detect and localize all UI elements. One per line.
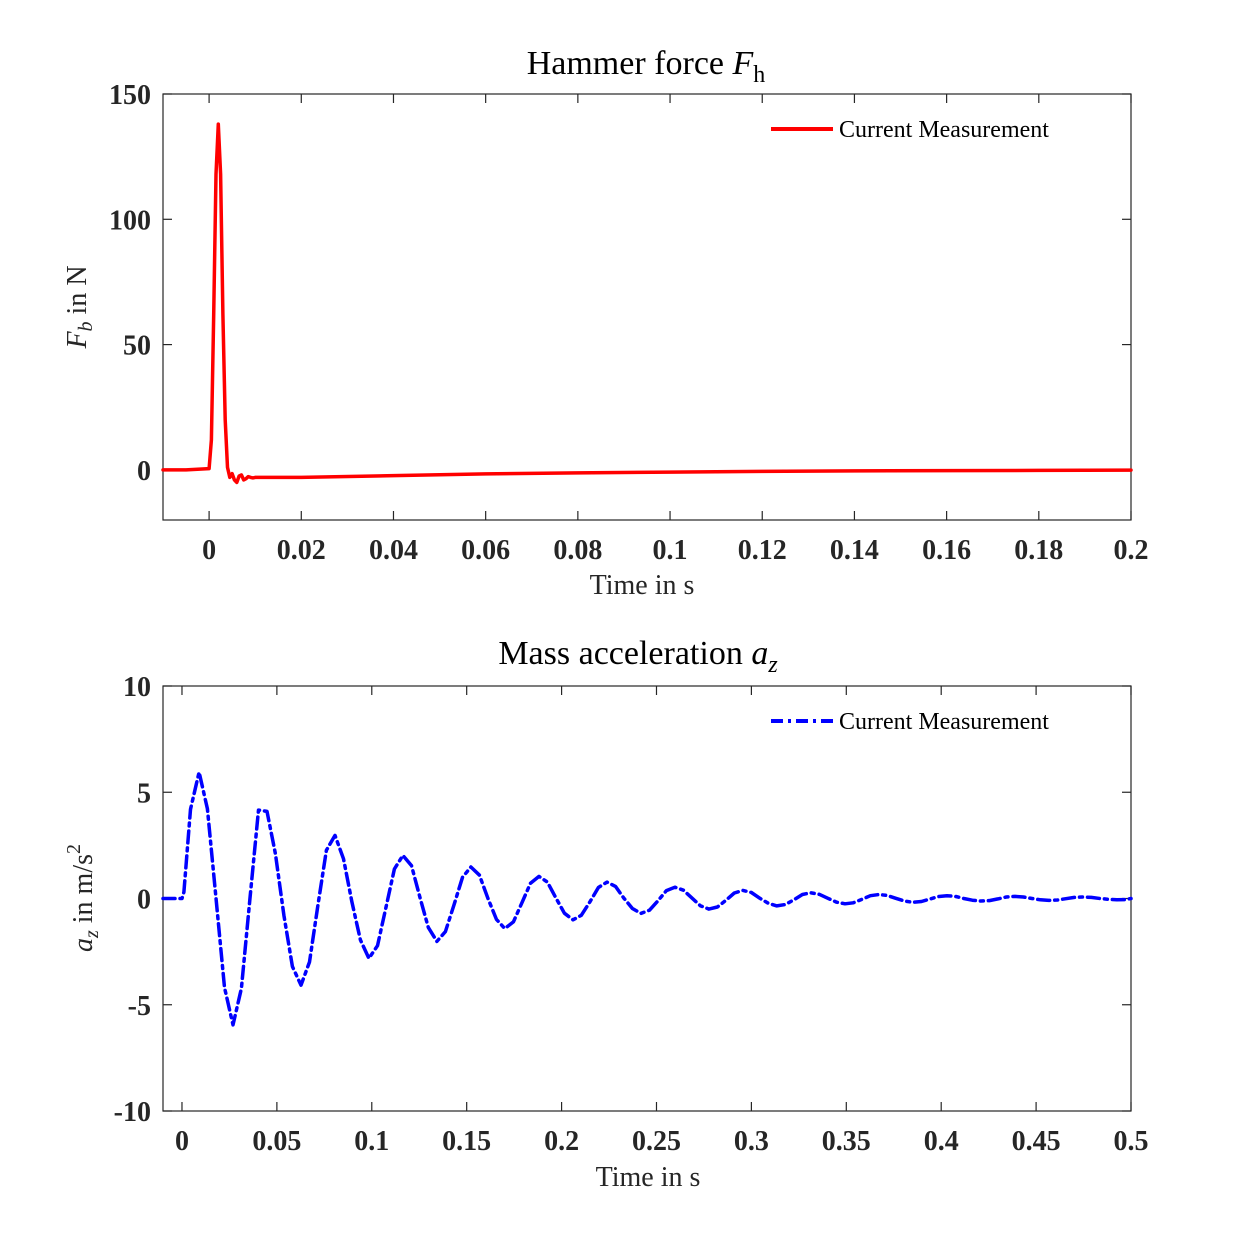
y-axis-label-superscript: 2 — [63, 844, 85, 854]
y-tick-label: 10 — [123, 672, 151, 703]
x-tick-label: 0.1 — [653, 535, 688, 566]
y-tick-label: 5 — [137, 778, 151, 809]
x-tick-label: 0.5 — [1114, 1126, 1149, 1157]
chart-title-subscript: h — [753, 62, 765, 88]
legend-label: Current Measurement — [839, 709, 1049, 735]
x-tick-label: 0.05 — [252, 1126, 301, 1157]
x-tick-label: 0.06 — [461, 535, 510, 566]
y-axis-label: Fb in N — [62, 265, 97, 349]
x-tick-label: 0.35 — [822, 1126, 871, 1157]
x-tick-label: 0.4 — [924, 1126, 959, 1157]
x-tick-label: 0.14 — [830, 535, 879, 566]
y-tick-label: 50 — [123, 331, 151, 362]
y-tick-label: 0 — [137, 456, 151, 487]
x-tick-label: 0.04 — [369, 535, 418, 566]
chart-title-main: Hammer force — [527, 45, 733, 82]
y-tick-label: -5 — [128, 991, 151, 1022]
plot-area-frame — [162, 685, 1132, 1112]
x-tick-label: 0.25 — [632, 1126, 681, 1157]
y-tick-label: 150 — [109, 80, 151, 111]
axis-ticks: 0 0.05 0.1 0.15 0.2 0.25 0.3 0.35 0.4 0.45 0.5 -10 -… — [114, 672, 1149, 1157]
y-axis-label-symbol: F — [62, 331, 93, 350]
x-tick-label: 0.16 — [922, 535, 971, 566]
subplot-mass-acceleration: Mass acceleration az 0 0.05 0.1 0.15 0.2 0.25… — [63, 635, 1149, 1193]
chart-title-main: Mass acceleration — [498, 635, 751, 672]
y-axis-label-text: in N — [62, 265, 93, 321]
x-axis-label: Time in s — [590, 570, 695, 601]
series-line — [161, 122, 1133, 485]
series-line — [161, 770, 1133, 1027]
x-tick-label: 0.3 — [734, 1126, 769, 1157]
chart-title-symbol: a — [751, 635, 768, 672]
x-tick-label: 0 — [175, 1126, 189, 1157]
x-tick-label: 0.45 — [1012, 1126, 1061, 1157]
chart-title-subscript: z — [767, 652, 778, 678]
legend: Current Measurement — [771, 709, 1049, 735]
x-tick-label: 0.08 — [553, 535, 602, 566]
y-axis-label-symbol: a — [68, 938, 99, 952]
y-tick-label: 0 — [137, 885, 151, 916]
legend: Current Measurement — [771, 117, 1049, 143]
x-axis-label: Time in s — [596, 1162, 701, 1193]
series-line-group — [161, 122, 1133, 485]
x-tick-label: 0.18 — [1014, 535, 1063, 566]
y-axis-label-subscript: z — [81, 930, 103, 939]
subplot-hammer-force: Hammer force Fh 0 0.02 0.04 0.06 0.08 0.1 0.12… — [62, 45, 1149, 601]
x-tick-label: 0.15 — [442, 1126, 491, 1157]
y-tick-label: 100 — [109, 205, 151, 236]
x-tick-label: 0.1 — [354, 1126, 389, 1157]
x-tick-label: 0.02 — [277, 535, 326, 566]
chart-title: Mass acceleration az — [498, 635, 778, 678]
y-tick-label: -10 — [114, 1097, 151, 1128]
x-tick-label: 0.12 — [738, 535, 787, 566]
x-tick-label: 0.2 — [1114, 535, 1149, 566]
series-line-group — [161, 770, 1133, 1027]
chart-title-symbol: F — [732, 45, 755, 82]
y-axis-label-subscript: b — [75, 321, 97, 331]
chart-title: Hammer force Fh — [527, 45, 766, 88]
y-axis-label: az in m/s2 — [63, 844, 103, 952]
axis-ticks: 0 0.02 0.04 0.06 0.08 0.1 0.12 0.14 0.16 0.18 0.2 0… — [109, 80, 1149, 566]
x-tick-label: 0.2 — [544, 1126, 579, 1157]
x-tick-label: 0 — [202, 535, 216, 566]
legend-label: Current Measurement — [839, 117, 1049, 143]
plot-area-frame — [162, 93, 1132, 521]
y-axis-label-text: in m/s — [68, 854, 99, 930]
